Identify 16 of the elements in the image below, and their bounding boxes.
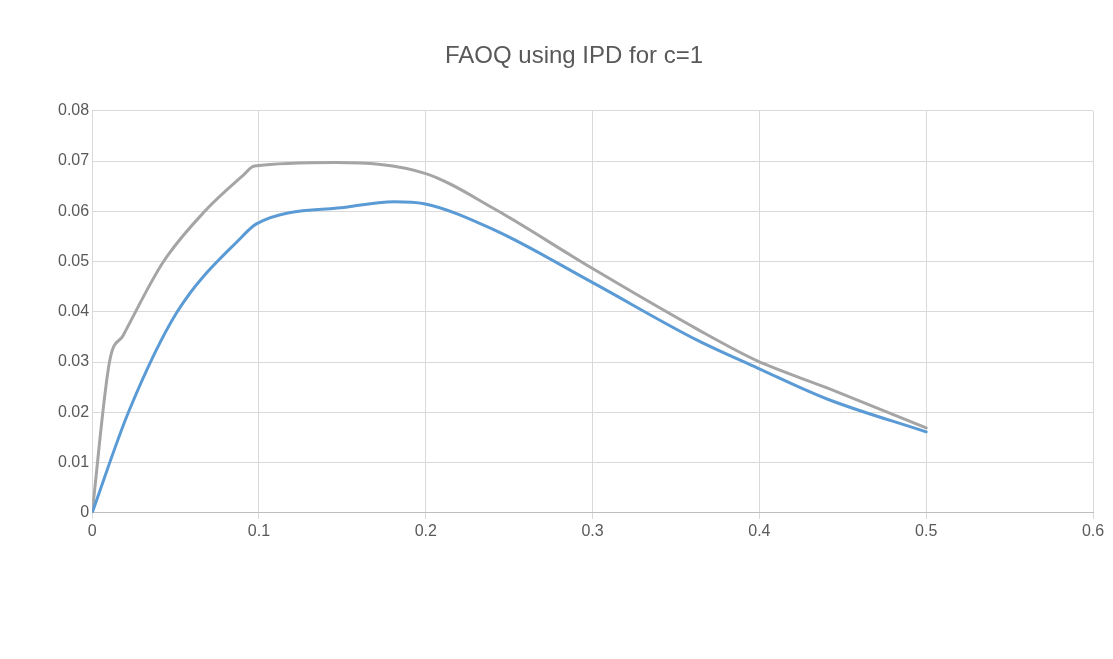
y-tick-label: 0.05	[58, 251, 90, 269]
x-tick-label: 0.5	[915, 521, 938, 539]
y-tick-label: 0.01	[58, 452, 90, 470]
y-tick-label: 0.04	[58, 302, 90, 320]
y-tick-label: 0.08	[58, 101, 90, 119]
x-tick-label: 0.3	[581, 521, 604, 539]
x-tick-label: 0.1	[247, 521, 271, 539]
y-tick-label: 0	[80, 503, 90, 521]
x-tick-label: 0.4	[748, 521, 771, 539]
y-tick-label: 0.02	[58, 402, 90, 420]
y-tick-label: 0.06	[58, 201, 90, 219]
chart-title: FAOQ using IPD for c=1	[444, 41, 704, 69]
x-tick-label: 0.6	[1081, 521, 1105, 539]
y-tick-label: 0.03	[58, 352, 90, 370]
y-tick-label: 0.07	[58, 151, 90, 169]
x-tick-label: 0.2	[414, 521, 437, 539]
